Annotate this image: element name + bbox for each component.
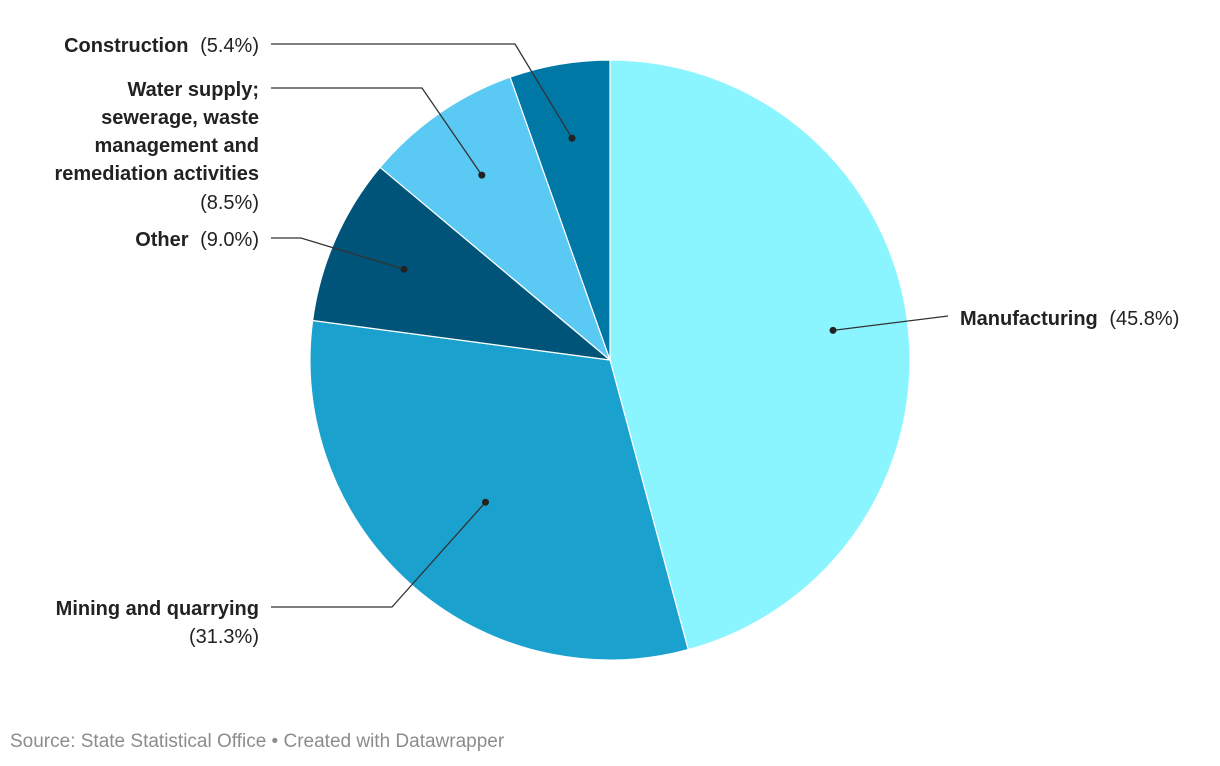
label-manufacturing-pct: (45.8%) [1109, 308, 1179, 330]
label-manufacturing: Manufacturing (45.8%) [960, 308, 1179, 330]
leader-manufacturing [832, 315, 949, 332]
label-construction-pct: (5.4%) [200, 35, 259, 57]
leader-other [271, 237, 405, 270]
leader-water-supply [271, 87, 483, 176]
label-mining-name: Mining and quarrying [56, 598, 259, 620]
footer-source: Source: State Statistical Office • Creat… [10, 731, 505, 752]
leader-construction [271, 43, 573, 139]
label-water-supply-line: Water supply; [128, 79, 260, 101]
label-other: Other (9.0%) [135, 229, 259, 251]
pie-slices [309, 59, 911, 661]
label-construction: Construction (5.4%) [64, 35, 259, 57]
leader-mining-and [271, 501, 486, 608]
leader-dot-other [400, 265, 408, 273]
leader-dot-water-supply [478, 171, 486, 179]
label-other-pct: (9.0%) [200, 229, 259, 251]
label-mining-pct: (31.3%) [189, 626, 259, 648]
label-other-name: Other [135, 229, 189, 251]
slice-construction [509, 59, 611, 361]
leader-lines [271, 43, 949, 608]
leader-dot-mining-and [482, 498, 489, 506]
label-water-supply-line: remediation activities [54, 163, 259, 185]
label-construction-name: Construction [64, 35, 188, 57]
label-water-supply: Water supply; sewerage, waste management a… [54, 79, 259, 185]
label-water-supply-pct: (8.5%) [200, 192, 259, 214]
pie-chart: Manufacturing (45.8%) Mining and quarryi… [54, 35, 1179, 661]
label-manufacturing-name: Manufacturing [960, 308, 1098, 330]
label-water-supply-line: management and [95, 135, 259, 157]
leader-dot-construction [568, 134, 576, 142]
leader-dot-manufacturing [829, 326, 837, 334]
slice-other [311, 166, 612, 361]
label-water-supply-line: sewerage, waste [101, 107, 259, 129]
slice-mining-and [309, 319, 689, 661]
